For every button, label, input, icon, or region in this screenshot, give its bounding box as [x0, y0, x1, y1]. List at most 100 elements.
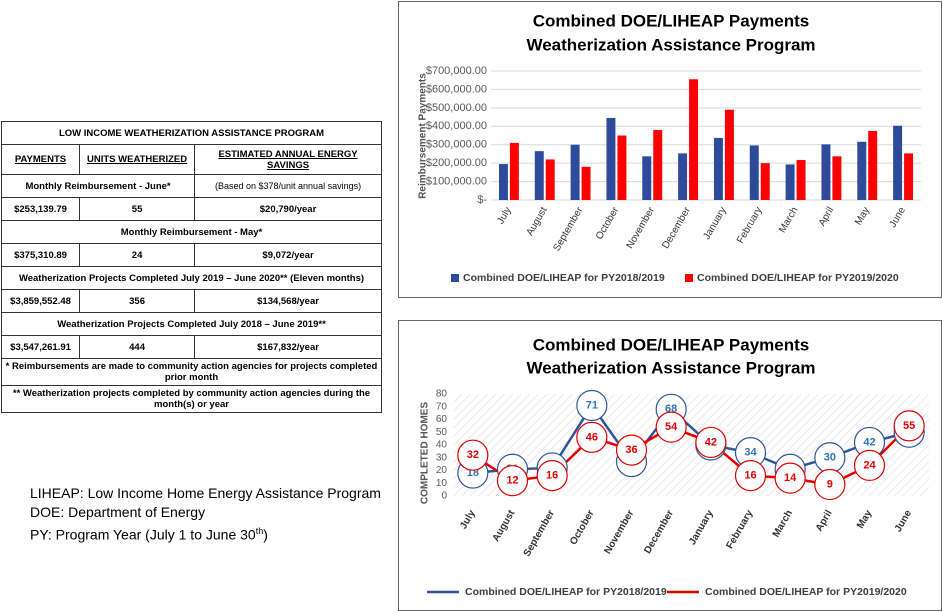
cell: 55: [79, 197, 196, 221]
note-sup: th: [255, 526, 264, 536]
x-tick-label: May: [853, 205, 872, 227]
legend-swatch: [685, 274, 693, 282]
x-tick-label: January: [687, 508, 716, 547]
y-axis-label: Reimbursement Payments: [418, 73, 429, 199]
data-label: 9: [827, 478, 833, 490]
y-tick-label: $500,000.00: [426, 102, 487, 114]
cell: $20,790/year: [194, 197, 382, 221]
footnote: ** Weatherization projects completed by …: [1, 385, 382, 413]
x-tick-label: May: [855, 508, 874, 531]
chart-title: Combined DOE/LIHEAP Payments: [533, 335, 809, 354]
x-tick-label: September: [551, 205, 585, 253]
x-tick-label: February: [724, 508, 755, 551]
y-tick-label: 80: [436, 389, 448, 400]
x-tick-label: December: [660, 205, 693, 251]
legend-label: Combined DOE/LIHEAP for PY2018/2019: [465, 586, 667, 598]
cell: $375,310.89: [0, 243, 81, 267]
summary-table: LOW INCOME WEATHERIZATION ASSISTANCE PRO…: [0, 121, 382, 413]
x-tick-label: April: [814, 508, 835, 533]
bar: [724, 109, 734, 200]
data-label-bubble: [774, 462, 806, 494]
x-tick-label: January: [701, 205, 728, 241]
bar: [821, 144, 831, 200]
section-note: (Based on $378/unit annual savings): [194, 174, 382, 198]
bar-chart: Combined DOE/LIHEAP Payments Weatherizati…: [398, 1, 942, 298]
bar: [581, 166, 591, 200]
data-label-bubble: [457, 439, 489, 471]
section-label: Weatherization Projects Completed July 2…: [1, 312, 382, 336]
data-label: 34: [744, 447, 757, 459]
data-label: 16: [546, 470, 558, 482]
data-label-bubble: [576, 421, 608, 453]
y-tick-label: $100,000.00: [426, 175, 487, 187]
data-label: 16: [744, 470, 756, 482]
table-title: LOW INCOME WEATHERIZATION ASSISTANCE PRO…: [1, 121, 382, 145]
bar: [689, 79, 699, 200]
x-tick-label: June: [888, 205, 909, 230]
data-label-bubble: [734, 460, 767, 492]
x-tick-label: October: [568, 508, 597, 547]
data-label-bubble: [615, 434, 648, 466]
section-label: Weatherization Projects Completed July 2…: [1, 266, 382, 290]
y-tick-label: 50: [436, 427, 448, 438]
bar: [642, 156, 652, 200]
cell: $3,547,261.91: [0, 335, 81, 359]
data-label: 12: [506, 475, 518, 487]
y-tick-label: 30: [436, 452, 448, 463]
note-line: PY: Program Year (July 1 to June 30th): [30, 522, 381, 545]
data-label: 36: [625, 444, 637, 456]
y-tick-label: 40: [436, 440, 448, 451]
legend-label: Combined DOE/LIHEAP for PY2018/2019: [463, 272, 665, 284]
x-tick-label: February: [735, 205, 765, 245]
bar: [509, 142, 519, 200]
bar: [498, 164, 508, 200]
cell: 356: [79, 289, 196, 313]
y-tick-label: $600,000.00: [426, 83, 487, 95]
bar: [570, 144, 580, 200]
cell: $134,568/year: [194, 289, 382, 313]
legend-label: Combined DOE/LIHEAP for PY2019/2020: [697, 272, 899, 284]
y-tick-label: 60: [436, 414, 448, 425]
cell: 444: [79, 335, 196, 359]
note-line: LIHEAP: Low Income Home Energy Assistanc…: [30, 485, 381, 501]
bar: [749, 145, 759, 200]
data-label-bubble: [695, 426, 727, 459]
chart-subtitle: Weatherization Assistance Program: [526, 358, 815, 377]
x-tick-label: September: [522, 508, 557, 558]
notes: LIHEAP: Low Income Home Energy Assistanc…: [30, 484, 381, 545]
data-label: 54: [665, 421, 678, 433]
data-label-bubble: [893, 410, 925, 442]
x-tick-label: July: [458, 508, 478, 531]
bar: [760, 163, 770, 200]
note-text: ): [263, 526, 268, 543]
cell: 24: [79, 243, 196, 267]
bar: [904, 153, 914, 200]
x-tick-label: March: [777, 205, 800, 235]
bar: [713, 137, 723, 200]
bar: [534, 151, 544, 200]
data-label: 55: [903, 420, 915, 432]
data-label-bubble: [655, 411, 687, 443]
bar: [653, 129, 663, 200]
data-label-bubble: [853, 449, 886, 481]
x-tick-label: November: [625, 205, 658, 251]
data-label: 42: [705, 436, 717, 448]
x-tick-label: December: [642, 508, 676, 555]
section-label: Monthly Reimbursement - May*: [1, 220, 382, 244]
data-label-bubble: [536, 460, 568, 492]
bar: [857, 141, 867, 200]
chart-title: Combined DOE/LIHEAP Payments: [533, 11, 809, 30]
note-line: DOE: Department of Energy: [30, 504, 206, 520]
y-tick-label: 70: [436, 401, 448, 412]
y-tick-label: $200,000.00: [426, 157, 487, 169]
legend-label: Combined DOE/LIHEAP for PY2019/2020: [705, 586, 907, 598]
data-label-bubble: [576, 389, 608, 422]
note-text: PY: Program Year (July 1 to June 30: [30, 526, 256, 543]
data-label: 30: [824, 452, 836, 464]
x-tick-label: October: [594, 205, 622, 242]
bar: [678, 153, 688, 200]
bar: [785, 164, 795, 200]
y-tick-label: $700,000.00: [426, 65, 487, 77]
cell: $253,139.79: [0, 197, 81, 221]
